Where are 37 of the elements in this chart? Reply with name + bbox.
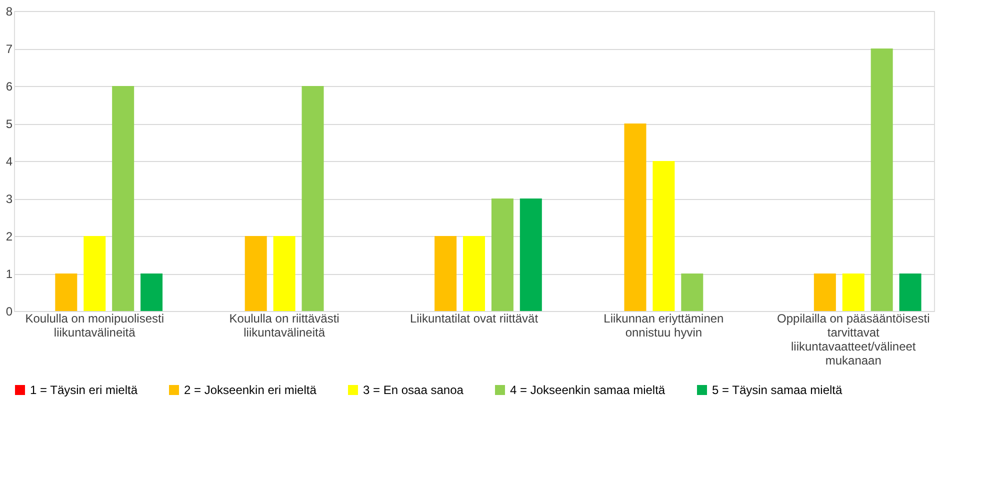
- bar: [244, 236, 267, 311]
- bar: [842, 274, 864, 311]
- y-tick-label: 1: [6, 267, 13, 281]
- legend-label: 1 = Täysin eri mieltä: [30, 383, 138, 397]
- bar: [870, 48, 893, 311]
- bar: [681, 274, 704, 311]
- bar: [624, 124, 646, 311]
- bar: [520, 198, 542, 311]
- legend-label: 3 = En osaa sanoa: [363, 383, 464, 397]
- x-tick-label: Oppilailla on pääsääntöisesti tarvittavat liikuntavaatteet/välineet mukanaan: [777, 312, 930, 368]
- bar: [434, 236, 457, 311]
- bar: [84, 236, 106, 311]
- y-tick-label: 6: [6, 80, 13, 94]
- legend-label: 2 = Jokseenkin eri mieltä: [184, 383, 317, 397]
- bar: [112, 86, 134, 311]
- y-tick-label: 8: [6, 4, 13, 18]
- legend-label: 4 = Jokseenkin samaa mieltä: [510, 383, 666, 397]
- bar: [302, 86, 324, 311]
- bar: [463, 236, 485, 311]
- bar: [899, 274, 922, 311]
- y-tick-label: 7: [6, 42, 13, 56]
- y-tick-label: 0: [6, 304, 13, 318]
- y-tick-label: 3: [6, 192, 13, 206]
- bar: [814, 274, 836, 311]
- x-tick-label: Liikuntatilat ovat riittävät: [410, 312, 539, 326]
- legend-label: 5 = Täysin samaa mieltä: [712, 383, 842, 397]
- bar: [652, 161, 675, 311]
- x-tick-label: Koululla on riittävästi liikuntavälineitä: [229, 312, 340, 340]
- y-tick-label: 4: [6, 154, 13, 168]
- y-tick-label: 5: [6, 117, 13, 131]
- x-tick-label: Koululla on monipuolisesti liikuntavälineitä: [25, 312, 164, 340]
- bar: [273, 236, 296, 311]
- bar: [55, 274, 78, 311]
- x-tick-label: Liikunnan eriyttäminen onnistuu hyvin: [604, 312, 724, 340]
- bar: [491, 198, 514, 311]
- bar: [140, 274, 163, 311]
- y-tick-label: 2: [6, 230, 13, 244]
